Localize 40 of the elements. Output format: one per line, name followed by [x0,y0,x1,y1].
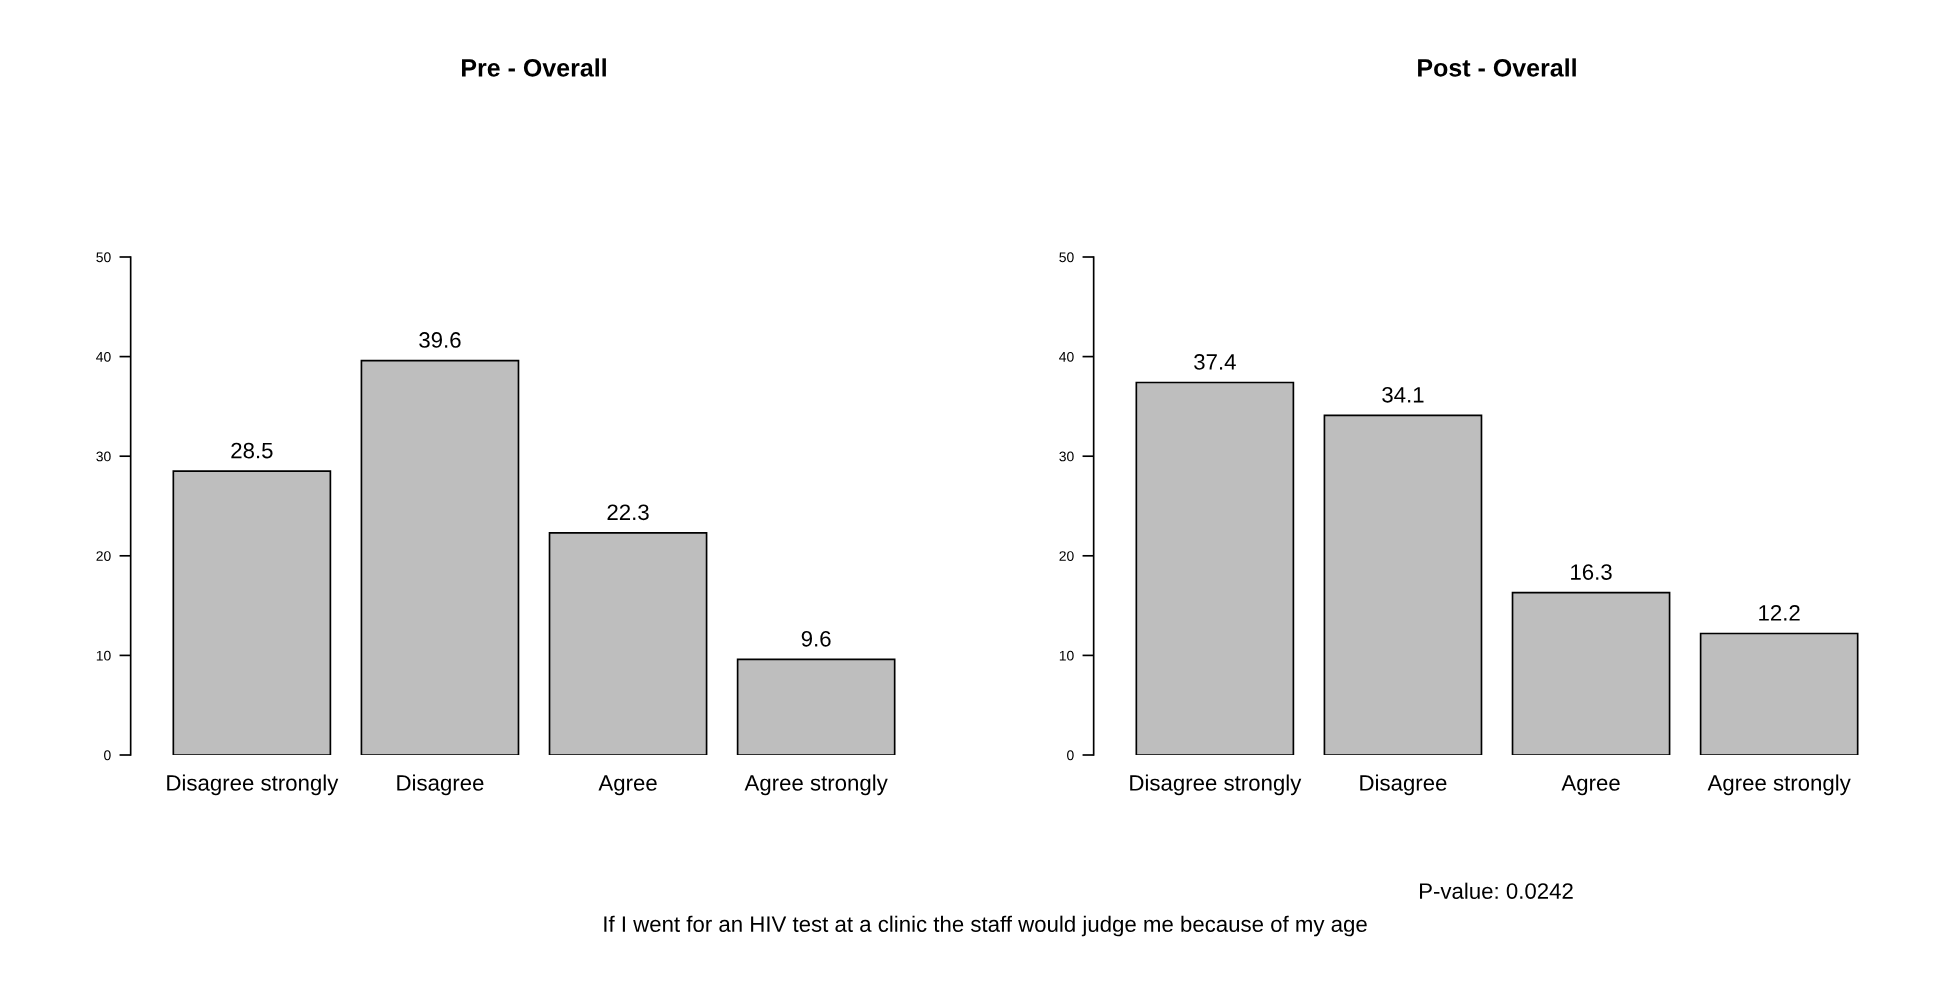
x-tick-label: Agree [598,775,657,796]
y-tick-label: 50 [96,252,111,263]
y-tick-label: 20 [96,551,111,561]
chart-title: Post - Overall [1418,58,1576,77]
bar [736,658,896,755]
y-tick-label: 10 [1059,650,1074,661]
x-tick-label: Disagree [397,774,484,796]
y-tick-label: 20 [1059,551,1074,561]
data-label: 39.6 [419,332,461,348]
data-label: 28.5 [231,442,273,459]
y-tick-label: 0 [104,750,111,761]
bar [548,532,708,755]
data-label: 9.6 [801,630,831,647]
x-tick-label: Agree strongly [1707,774,1851,796]
bar [1323,414,1483,755]
y-tick-label: 30 [1059,451,1074,462]
data-label: 34.1 [1382,386,1424,403]
bar [1699,632,1859,755]
x-tick-label: Agree [1561,775,1620,796]
bar [1135,381,1295,755]
data-label: 12.2 [1759,605,1800,621]
chart-title: Pre - Overall [462,58,606,77]
y-tick-label: 50 [1059,252,1074,263]
data-label: 16.3 [1571,564,1612,580]
x-tick-label: Disagree [1360,774,1447,796]
y-tick-label: 40 [1059,351,1074,362]
y-tick-label: 0 [1067,750,1074,761]
data-label: 22.3 [607,504,649,521]
bar [360,359,520,755]
text: P-value: 0.0242 [1420,882,1573,899]
x-tick-label: Disagree strongly [167,774,339,796]
x-tick-label: Agree strongly [744,774,888,796]
x-tick-label: Disagree strongly [1130,774,1302,796]
y-tick-label: 30 [96,451,111,462]
bar [1511,591,1671,755]
y-tick-label: 40 [96,351,111,362]
data-label: 37.4 [1194,354,1236,370]
y-tick-label: 10 [96,650,111,661]
bar [172,470,332,755]
text: If I went for an HIV test at a clinic the staff would judge me because of my age [604,915,1367,937]
